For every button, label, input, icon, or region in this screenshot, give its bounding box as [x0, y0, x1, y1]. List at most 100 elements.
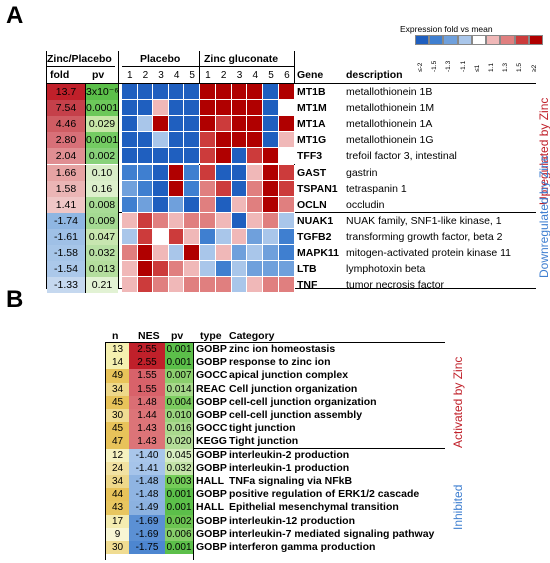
heatmap-cell-zinc — [263, 164, 279, 181]
category-name: zinc ion homeostasis — [229, 343, 336, 355]
heatmap-cell-zinc — [263, 228, 279, 245]
nes-value: -1.40 — [129, 448, 165, 462]
set-type: GOBP — [196, 527, 227, 540]
gene-set-size: 24 — [106, 461, 129, 475]
nes-value: -1.48 — [129, 488, 165, 502]
placebo-group-label: Placebo — [140, 53, 181, 65]
heatmap-cell-zinc — [247, 148, 264, 165]
heatmap-cell-placebo — [137, 245, 154, 262]
set-type: KEGG — [196, 435, 227, 448]
heatmap-cell-placebo — [137, 100, 154, 117]
heatmap-cell-zinc — [279, 228, 295, 245]
gene-symbol: TNF — [297, 279, 318, 292]
legend-tick-label: -1.5 — [431, 60, 439, 72]
heatmap-cell-placebo — [122, 277, 138, 294]
set-type: GOBP — [196, 488, 227, 501]
category-name: apical junction complex — [229, 369, 349, 382]
gene-set-size: 45 — [106, 395, 129, 409]
legend-swatch — [486, 35, 501, 45]
category-name: response to zinc ion — [229, 356, 331, 369]
gene-symbol: MT1G — [297, 134, 327, 147]
heatmap-cell-zinc — [215, 180, 232, 197]
heatmap-cell-placebo — [153, 228, 169, 245]
heatmap-cell-placebo — [153, 245, 169, 262]
pv-value: 0.001 — [165, 541, 193, 555]
nes-value: -1.69 — [129, 514, 165, 528]
heatmap-cell-placebo — [184, 180, 200, 197]
gene-description: metallothionein 1M — [346, 102, 435, 115]
n-header: n — [112, 330, 119, 342]
heatmap-cell-placebo — [153, 261, 169, 278]
gene-symbol: MAPK11 — [297, 247, 340, 259]
heatmap-cell-zinc — [215, 84, 232, 101]
heatmap-cell-placebo — [184, 277, 200, 294]
heatmap-cell-zinc — [279, 84, 295, 101]
heatmap-cell-placebo — [122, 84, 138, 101]
legend-swatch — [457, 35, 472, 45]
set-type: GOBP — [196, 461, 227, 474]
zinc-column-3: 3 — [236, 70, 243, 81]
heatmap-cell-placebo — [184, 228, 200, 245]
pv-value: 0.032 — [165, 461, 193, 475]
heatmap-cell-placebo — [137, 148, 154, 165]
gene-set-size: 30 — [106, 541, 129, 555]
heatmap-cell-placebo — [184, 261, 200, 278]
downregulated-label: Downregulated by Zinc — [537, 155, 550, 278]
pv-value: 0.006 — [165, 527, 193, 541]
category-name: Epithelial mesenchymal transition — [229, 501, 399, 514]
gene-symbol: TFF3 — [297, 150, 323, 163]
heatmap-cell-zinc — [200, 261, 216, 278]
heatmap-cell-zinc — [231, 228, 248, 245]
heatmap-cell-zinc — [200, 245, 216, 262]
placebo-column-1: 1 — [127, 70, 133, 81]
heatmap-cell-zinc — [200, 84, 216, 101]
legend-tick-label: 1.3 — [502, 62, 510, 72]
b-left-border — [105, 342, 106, 560]
heatmap-cell-zinc — [263, 196, 279, 213]
category-name: interferon gamma production — [229, 541, 376, 553]
pv-value: 0.009 — [86, 212, 118, 229]
heatmap-cell-placebo — [168, 212, 185, 229]
placebo-column-4: 4 — [173, 70, 180, 81]
set-type: GOBP — [196, 541, 227, 553]
category-name: positive regulation of ERK1/2 cascade — [229, 488, 420, 501]
category-name: interleukin-1 production — [229, 461, 350, 474]
fold-value: 13.7 — [47, 84, 86, 101]
nes-value: -1.48 — [129, 475, 165, 489]
gene-description: NUAK family, SNF1-like kinase, 1 — [346, 214, 502, 227]
heatmap-cell-placebo — [168, 261, 185, 278]
heatmap-cell-zinc — [200, 212, 216, 229]
legend-tick-label: 1.5 — [516, 62, 524, 72]
heatmap-cell-zinc — [263, 100, 279, 117]
heatmap-cell-zinc — [247, 277, 264, 294]
pv-value: 0.002 — [86, 148, 118, 165]
gene-description: occludin — [346, 198, 385, 211]
heatmap-cell-placebo — [168, 164, 185, 181]
fold-value: -1.74 — [47, 212, 86, 229]
activated-label: Activated by Zinc — [451, 356, 465, 448]
nes-value: 1.55 — [129, 382, 165, 396]
gene-description: transforming growth factor, beta 2 — [346, 230, 503, 243]
set-type: GOCC — [196, 422, 228, 435]
heatmap-cell-zinc — [215, 212, 232, 229]
pv-value: 0.0001 — [86, 132, 118, 149]
set-type: GOBP — [196, 448, 227, 461]
b-right-of-pv — [193, 342, 194, 560]
zinc-column-6: 6 — [284, 70, 290, 81]
heatmap-cell-placebo — [153, 196, 169, 213]
legend-swatch — [471, 35, 487, 45]
heatmap-cell-zinc — [215, 261, 232, 278]
heatmap-cell-placebo — [168, 180, 185, 197]
heatmap-cell-placebo — [153, 100, 169, 117]
set-type: GOBP — [196, 409, 227, 421]
pv-value: 0.007 — [165, 369, 193, 383]
placebo-column-5: 5 — [189, 70, 195, 81]
gene-symbol: MT1B — [297, 86, 326, 98]
gene-set-size: 45 — [106, 422, 129, 436]
heatmap-cell-placebo — [184, 245, 200, 262]
heatmap-cell-zinc — [263, 212, 279, 229]
heatmap-cell-placebo — [168, 100, 185, 117]
pv-value: 0.010 — [165, 409, 193, 423]
gene-set-size: 30 — [106, 409, 129, 423]
fold-value: 2.04 — [47, 148, 86, 165]
